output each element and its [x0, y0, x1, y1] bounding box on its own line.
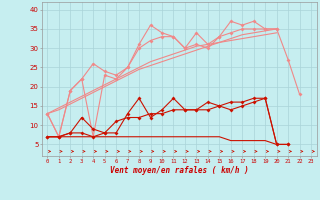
X-axis label: Vent moyen/en rafales ( km/h ): Vent moyen/en rafales ( km/h ): [110, 166, 249, 175]
